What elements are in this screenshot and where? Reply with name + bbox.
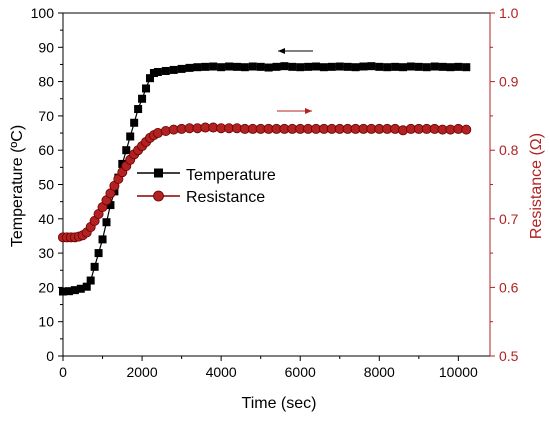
y-tick-label: 0 [46,348,54,364]
temperature-point [209,62,218,71]
temperature-point [102,218,111,227]
temperature-point [161,66,170,75]
x-tick-label: 0 [59,364,67,380]
temperature-point [280,62,289,71]
temperature-point [130,118,139,127]
temperature-point [169,65,178,74]
y-axis-ticks: 0 10 20 30 40 50 60 70 80 90 100 [31,5,63,364]
temperature-point [264,63,273,72]
temperature-point [335,62,344,71]
temperature-point [126,132,135,141]
legend-resistance-marker [153,190,164,202]
legend: Temperature Resistance [137,167,276,206]
y2-tick-label: 0.5 [499,348,519,364]
y-tick-label: 50 [38,177,54,193]
temperature-point [94,249,103,258]
temperature-point [256,62,265,71]
temperature-point [422,63,431,72]
legend-temperature-label: Temperature [186,167,276,184]
temperature-point [312,62,321,71]
temperature-point [296,63,305,72]
temperature-point [351,63,360,72]
y-tick-label: 70 [38,108,54,124]
x-tick-label: 2000 [126,364,157,380]
y-tick-label: 100 [31,5,55,21]
x-tick-label: 6000 [285,364,316,380]
temperature-point [446,63,455,72]
y2-tick-label: 0.7 [499,211,519,227]
temperature-point [454,62,463,71]
temperature-point [98,235,107,244]
temperature-point [359,62,368,71]
x-tick-label: 4000 [206,364,237,380]
y2-tick-label: 0.8 [499,142,519,158]
resistance-arrow [277,108,312,114]
temperature-point [70,286,79,295]
temperature-point [367,62,376,71]
temperature-point [64,287,73,296]
temperature-point [304,62,313,71]
temperature-point [59,287,67,296]
temperature-point [391,62,400,71]
temperature-point [145,74,154,83]
temperature-point [375,62,384,71]
y2-axis-label: Resistance (Ω) [528,133,545,239]
y-tick-label: 40 [38,211,54,227]
y2-axis-ticks: 0.5 0.6 0.7 0.8 0.9 1.0 [490,5,519,364]
temperature-point [288,62,297,71]
temperature-point [82,282,91,291]
temperature-point [438,62,447,71]
y-tick-label: 90 [38,39,54,55]
temperature-point [185,63,194,72]
temperature-point [383,63,392,72]
x-tick-label: 10000 [439,364,478,380]
temperature-point [86,276,95,285]
x-axis-label: Time (sec) [242,395,317,412]
x-tick-label: 8000 [364,364,395,380]
y-axis-label: Temperature (ºC) [9,125,26,247]
temperature-point [177,64,186,73]
temperature-point [343,62,352,71]
temperature-point [272,62,281,71]
temperature-point [142,84,151,93]
temperature-point [462,63,471,72]
x-axis-ticks: 0 2000 4000 6000 8000 10000 [59,356,478,380]
temperature-point [138,94,147,103]
temperature-arrow [278,48,313,54]
temperature-point [90,262,99,271]
temperature-point [217,63,226,72]
temperature-point [248,62,257,71]
y2-tick-label: 0.9 [499,74,519,90]
y2-tick-label: 1.0 [499,5,519,21]
y-tick-label: 80 [38,74,54,90]
legend-resistance-label: Resistance [186,189,265,206]
temperature-point [327,62,336,71]
temperature-point [240,63,249,72]
series-layer [58,62,472,296]
y-tick-label: 20 [38,279,54,295]
temperature-point [134,105,143,114]
temperature-point [232,62,241,71]
temperature-point [122,146,131,155]
temperature-point [201,62,210,71]
temperature-point [430,62,439,71]
resistance-point [461,124,472,135]
temperature-point [399,63,408,72]
legend-temperature-marker [154,168,163,178]
temperature-point [106,201,115,210]
y-tick-label: 30 [38,245,54,261]
y-tick-label: 60 [38,142,54,158]
temperature-point [193,63,202,72]
temperature-point [153,67,162,76]
y-tick-label: 10 [38,314,54,330]
y2-tick-label: 0.6 [499,279,519,295]
temperature-point [406,62,415,71]
temperature-point [414,62,423,71]
temperature-point [76,284,85,293]
temperature-point [319,63,328,72]
temperature-point [225,62,234,71]
